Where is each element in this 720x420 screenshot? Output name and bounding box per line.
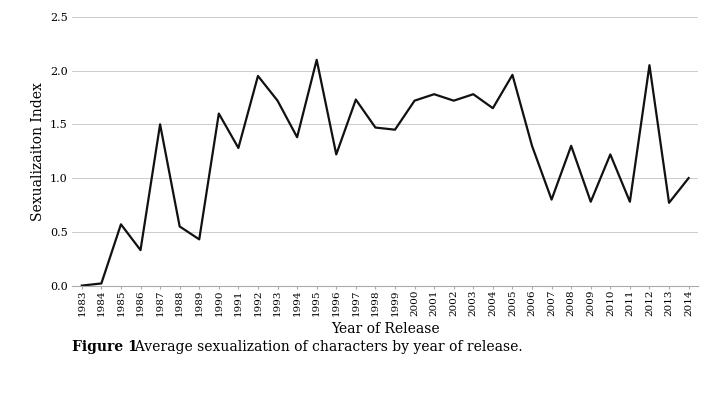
X-axis label: Year of Release: Year of Release <box>331 322 439 336</box>
Text: Average sexualization of characters by year of release.: Average sexualization of characters by y… <box>126 340 523 354</box>
Y-axis label: Sexualizaiton Index: Sexualizaiton Index <box>30 82 45 220</box>
Text: Figure 1: Figure 1 <box>72 340 138 354</box>
